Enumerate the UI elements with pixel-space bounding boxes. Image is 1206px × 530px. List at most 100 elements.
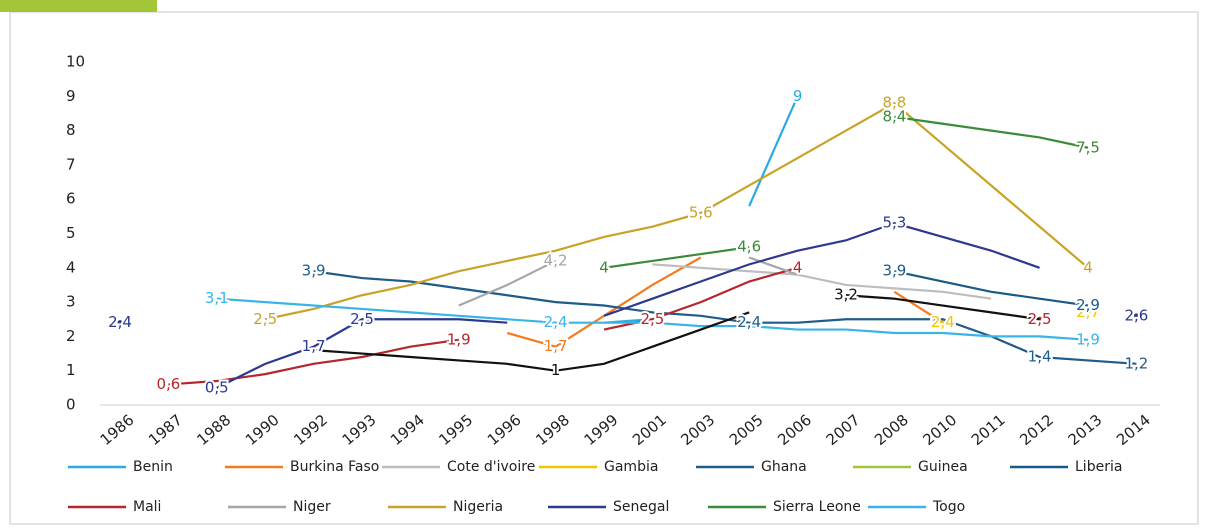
legend-label: Cote d'ivoire — [447, 459, 535, 475]
data-label: 1 — [551, 361, 561, 379]
series-line — [894, 115, 1089, 149]
data-label: 1,7 — [544, 337, 568, 355]
data-label: 7,5 — [1076, 138, 1100, 156]
series-line — [893, 290, 944, 324]
data-label: 0,6 — [156, 375, 180, 393]
series-point — [1133, 313, 1139, 319]
legend-label: Senegal — [613, 499, 669, 515]
data-label: 2,4 — [931, 313, 955, 331]
x-tick-label: 1998 — [532, 411, 573, 449]
x-tick-label: 1996 — [484, 411, 525, 449]
legend-label: Liberia — [1075, 459, 1122, 475]
x-tick-label: 2008 — [871, 411, 912, 449]
legend-label: Sierra Leone — [773, 499, 861, 515]
data-label: 5,6 — [689, 203, 713, 221]
x-tick-label: 2014 — [1113, 411, 1154, 449]
x-tick-label: 1999 — [581, 411, 622, 449]
header-tab — [0, 0, 157, 12]
data-label: 2,9 — [1076, 296, 1100, 314]
x-tick-label: 2012 — [1016, 411, 1057, 449]
series-point — [1085, 309, 1091, 315]
series-line — [652, 263, 992, 300]
x-tick-label: 1990 — [242, 411, 283, 449]
y-tick-label: 0 — [66, 396, 76, 414]
y-tick-label: 9 — [66, 87, 76, 105]
data-label: 8,4 — [882, 107, 906, 125]
data-label: 4 — [1083, 258, 1093, 276]
series-line — [603, 222, 1040, 317]
series-line — [216, 297, 1089, 341]
data-label: 2,5 — [1028, 310, 1052, 328]
x-tick-label: 1986 — [97, 411, 138, 449]
frame — [9, 11, 1199, 525]
legend-label: Guinea — [918, 459, 968, 475]
data-label: 9 — [793, 87, 803, 105]
x-tick-label: 1995 — [435, 411, 476, 449]
data-label: 3,1 — [205, 289, 229, 307]
data-label: 4,2 — [544, 251, 568, 269]
data-label: 2,4 — [737, 313, 761, 331]
data-label: 1,7 — [302, 337, 326, 355]
data-label: 4 — [599, 258, 609, 276]
data-label: 1,2 — [1124, 354, 1148, 372]
x-tick-label: 1993 — [339, 411, 380, 449]
legend-label: Burkina Faso — [290, 459, 379, 475]
data-label: 2,5 — [640, 310, 664, 328]
legend-label: Gambia — [604, 459, 658, 475]
data-label: 1,9 — [1076, 330, 1100, 348]
y-tick-label: 7 — [66, 155, 76, 173]
series-line — [264, 101, 1089, 321]
data-label: 3,9 — [302, 262, 326, 280]
series-point — [117, 320, 123, 326]
x-tick-label: 1987 — [145, 411, 186, 449]
series-line — [216, 318, 508, 389]
data-label: 2,7 — [1076, 303, 1100, 321]
x-tick-label: 2007 — [823, 411, 864, 449]
data-label: 2,6 — [1124, 306, 1148, 324]
data-label: 4,6 — [737, 238, 761, 256]
x-tick-label: 1994 — [387, 411, 428, 449]
legend-label: Benin — [133, 459, 173, 475]
series-line — [845, 294, 1040, 321]
legend-label: Ghana — [761, 459, 807, 475]
data-label: 3,9 — [882, 262, 906, 280]
y-tick-label: 3 — [66, 293, 76, 311]
x-tick-label: 1988 — [193, 411, 234, 449]
series-line — [894, 270, 1089, 307]
x-tick-label: 2003 — [677, 411, 718, 449]
y-tick-label: 8 — [66, 121, 76, 139]
x-tick-label: 2005 — [726, 411, 767, 449]
y-tick-label: 6 — [66, 190, 76, 208]
series-line — [603, 246, 750, 269]
legend-label: Niger — [293, 499, 331, 515]
x-tick-label: 2011 — [968, 411, 1009, 449]
series-point — [940, 320, 946, 326]
data-label: 2,5 — [350, 310, 374, 328]
data-label: 2,4 — [544, 313, 568, 331]
data-label: 2,4 — [108, 313, 132, 331]
series-line — [168, 338, 459, 386]
data-label: 2,5 — [253, 310, 277, 328]
y-tick-label: 10 — [66, 53, 85, 71]
y-tick-label: 5 — [66, 224, 76, 242]
x-tick-label: 2010 — [919, 411, 960, 449]
data-label: 1,4 — [1028, 347, 1052, 365]
legend-label: Nigeria — [453, 499, 503, 515]
legend-label: Mali — [133, 499, 161, 515]
data-label: 0,5 — [205, 378, 229, 396]
legend-label: Togo — [932, 499, 965, 515]
y-tick-label: 4 — [66, 258, 76, 276]
x-tick-label: 2013 — [1065, 411, 1106, 449]
series-line — [748, 95, 799, 207]
data-label: 1,9 — [447, 330, 471, 348]
y-tick-label: 1 — [66, 361, 76, 379]
series-line — [313, 311, 750, 372]
x-tick-label: 1992 — [290, 411, 331, 449]
series-line — [458, 259, 557, 307]
x-tick-label: 2006 — [774, 411, 815, 449]
x-tick-label: 2001 — [629, 411, 670, 449]
data-label: 8,8 — [882, 94, 906, 112]
data-label: 5,3 — [882, 214, 906, 232]
y-tick-label: 2 — [66, 327, 76, 345]
